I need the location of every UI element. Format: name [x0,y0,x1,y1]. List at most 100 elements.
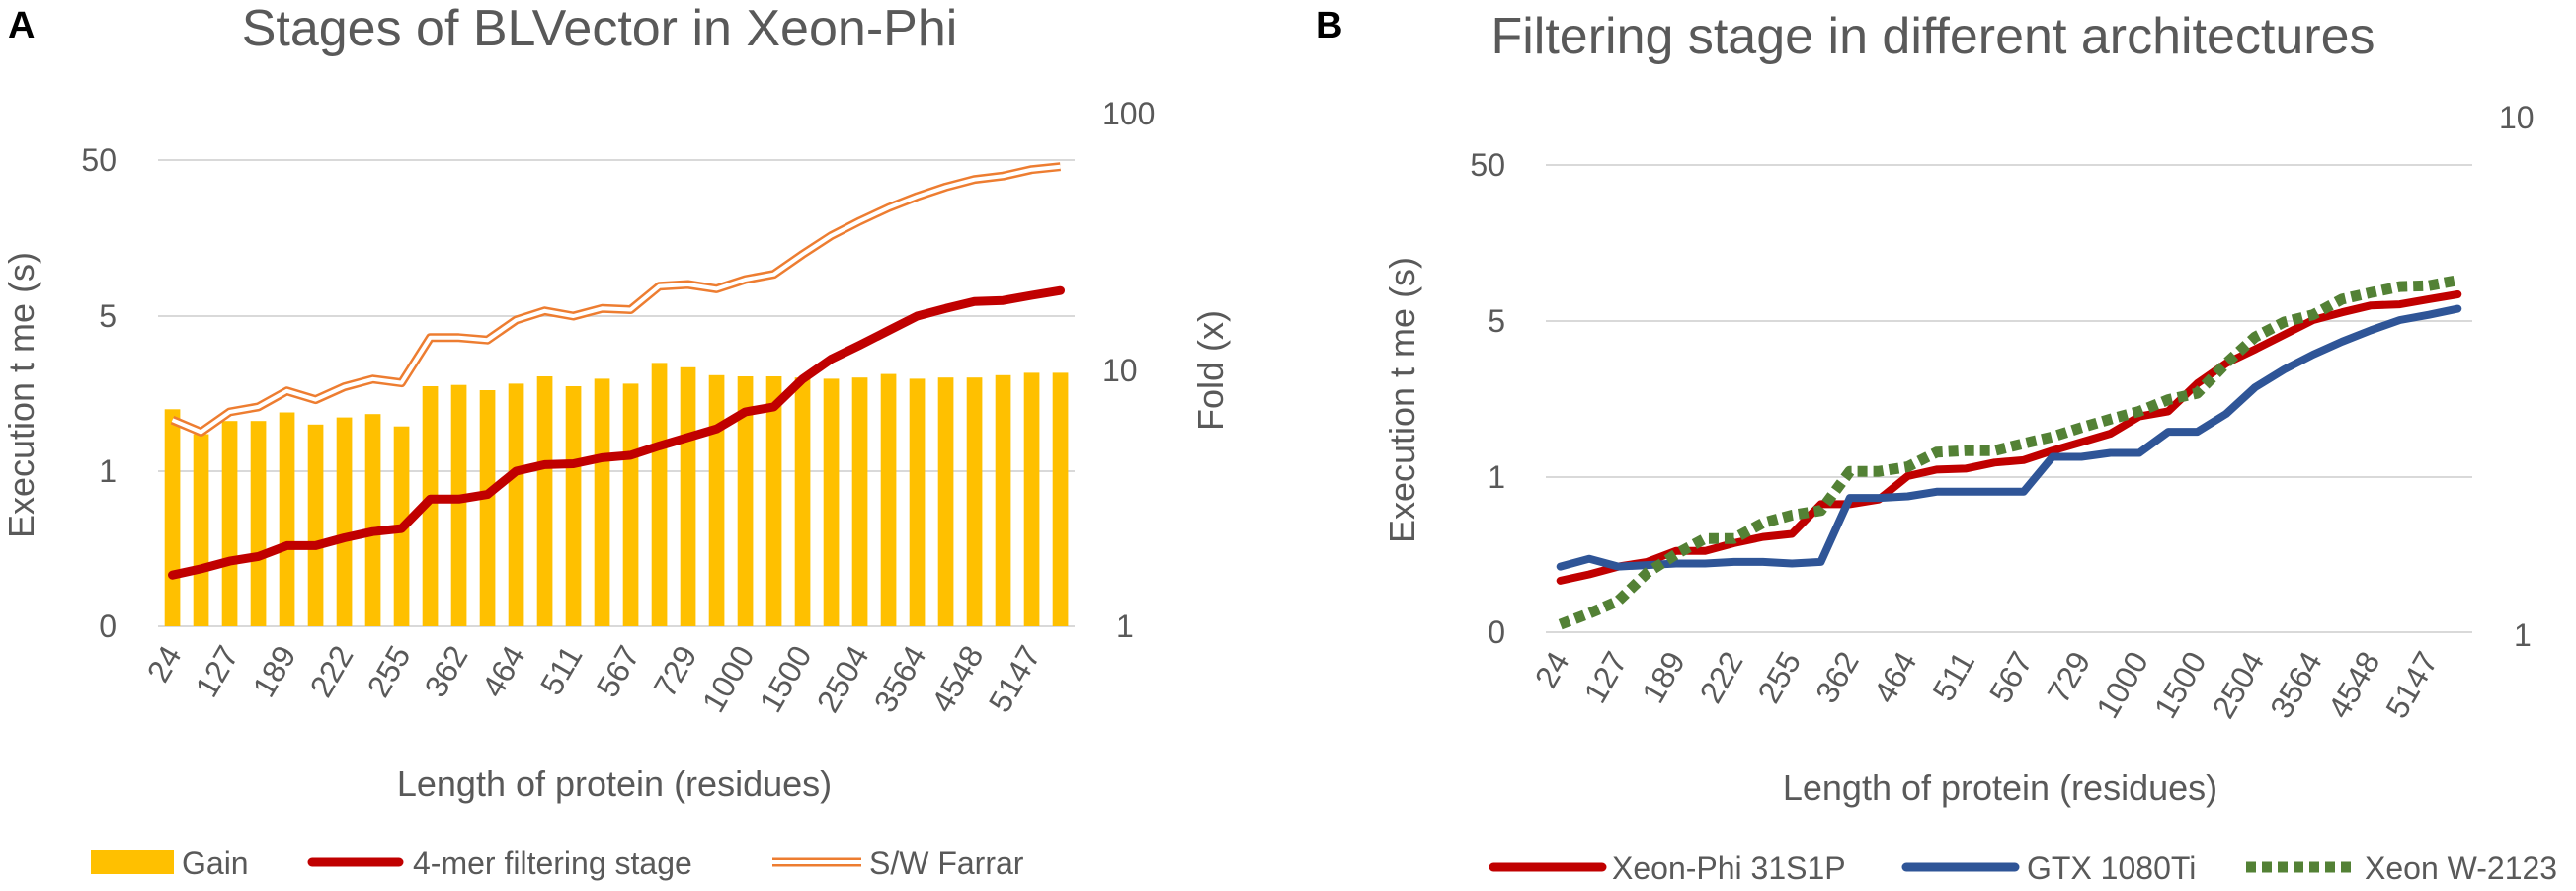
panel-b-xtick: 729 [2040,646,2097,709]
gain-bar [536,376,553,626]
gain-bar [995,374,1011,626]
legend-label-filtering: 4-mer filtering stage [413,846,692,881]
panel-a-xtick: 464 [475,640,532,703]
gain-bar [164,409,181,626]
panel-a-y2tick: 10 [1102,353,1138,388]
panel-b-xtick: 127 [1576,646,1634,709]
panel-b-xtick: 567 [1982,646,2040,709]
panel-a-ytick: 5 [99,298,117,334]
gain-bar [708,374,725,626]
panel-a-xtick: 1500 [753,640,819,719]
panel-a-y2label: Fold (x) [1190,310,1231,431]
panel-a-xtick: 3564 [867,640,933,719]
panel-b-xtick: 222 [1693,646,1750,709]
gain-bar [422,386,439,626]
panel-b-ytick: 0 [1488,614,1505,650]
gain-bar [336,417,353,626]
panel-a-bars [164,363,1069,626]
panel-a-ylabel: Execution t me (s) [1,252,41,538]
gain-bar [651,363,668,626]
gain-bar [450,384,467,626]
legend-label-xeon-w: Xeon W-2123 [2365,850,2557,886]
legend-label-gain: Gain [182,846,249,881]
gain-bar [479,390,496,626]
gain-bar [880,373,897,626]
panel-a-xtick: 189 [246,640,303,703]
panel-b-title: Filtering stage in different architectur… [1490,8,2375,65]
panel-a-xtick: 4548 [925,640,991,719]
panel-a-xtick: 1000 [695,640,762,719]
panel-b-letter: B [1316,5,1342,46]
gain-bar [765,376,782,626]
panel-b-xtick: 189 [1635,646,1692,709]
panel-b-xtick: 1500 [2147,646,2214,725]
panel-b-ytick: 5 [1488,303,1505,339]
gain-bar [221,421,238,626]
panel-b-xtick: 511 [1925,646,1981,707]
panel-b-xtick: 1000 [2089,646,2155,725]
panel-b-legend: Xeon-Phi 31S1P GTX 1080Ti Xeon W-2123 [1489,850,2557,886]
panel-b-xlabel: Length of protein (residues) [1783,768,2217,808]
panel-a-xtick: 2504 [810,640,876,719]
panel-a-xtick: 127 [189,640,246,703]
panel-a-xtick: 511 [533,640,590,701]
panel-b-ylabel: Execution t me (s) [1382,257,1422,543]
panel-b-lines [1556,275,2462,630]
sw-farrar-line-inner [171,164,1061,435]
panel-b-xticks: 24 127 189 222 255 362 464 511 567 72910001500250… [1528,646,2445,725]
gain-bar [364,414,381,626]
panel-b-y2tick: 10 [2499,100,2535,135]
gain-bar [937,377,954,626]
gain-bar [823,378,840,626]
gain-bar [307,424,324,626]
panel-b-xtick: 2504 [2205,646,2271,725]
panel-b-xtick: 3564 [2263,646,2329,725]
gain-bar [594,378,610,626]
panel-a-lines [168,162,1065,580]
panel-a-ytick: 1 [99,453,117,489]
panel-a-xlabel: Length of protein (residues) [397,764,832,804]
gtx-1080ti-line [1556,304,2462,571]
filtering-stage-line [168,285,1065,580]
gain-bar [680,366,696,626]
panel-a-ytick: 50 [81,142,117,178]
panel-b-ytick: 50 [1470,147,1505,183]
panel-b-ytick: 1 [1488,459,1505,495]
panel-a-xtick: 567 [590,640,647,703]
gain-bar [622,383,639,626]
gain-bar [851,377,868,626]
panel-a-legend: Gain 4-mer filtering stage S/W Farrar [91,846,1024,881]
legend-label-farrar: S/W Farrar [869,846,1024,881]
panel-a-xtick: 24 [140,640,189,688]
panel-b-xtick: 464 [1867,646,1924,709]
panel-a-letter: A [8,5,35,46]
panel-a-xtick: 362 [418,640,475,703]
panel-a-xtick: 729 [647,640,704,703]
panel-b-xtick: 24 [1528,646,1576,694]
panel-a: A Stages of BLVector in Xeon-Phi 0 1 5 5… [1,0,1231,881]
panel-a-y2tick: 100 [1102,96,1155,131]
panel-a-y2tick: 1 [1116,608,1134,644]
gain-bar [737,376,754,626]
gain-bar [565,386,582,626]
gain-bar [1052,372,1069,626]
panel-b-xtick: 5147 [2378,646,2445,725]
legend-swatch-gain [91,850,174,874]
gain-bar [193,434,209,626]
panel-a-xticks: 24 127 189 222 255 362 464 511 567 72910001500250… [140,640,1048,719]
panel-b-xtick: 362 [1809,646,1866,709]
panel-a-xtick: 255 [361,640,418,703]
panel-b-xtick: 255 [1750,646,1808,709]
panel-a-title: Stages of BLVector in Xeon-Phi [242,0,958,57]
legend-label-gtx: GTX 1080Ti [2027,850,2196,886]
sw-farrar-line-outer [170,162,1061,437]
legend-label-xeon-phi: Xeon-Phi 31S1P [1612,850,1846,886]
gain-bar [794,377,811,626]
panel-a-ytick: 0 [99,608,117,644]
xeon-phi-line [1556,290,2462,585]
gain-bar [508,383,524,626]
gain-bar [909,378,926,626]
panel-a-xtick: 222 [303,640,361,703]
panel-b-xtick: 4548 [2321,646,2387,725]
